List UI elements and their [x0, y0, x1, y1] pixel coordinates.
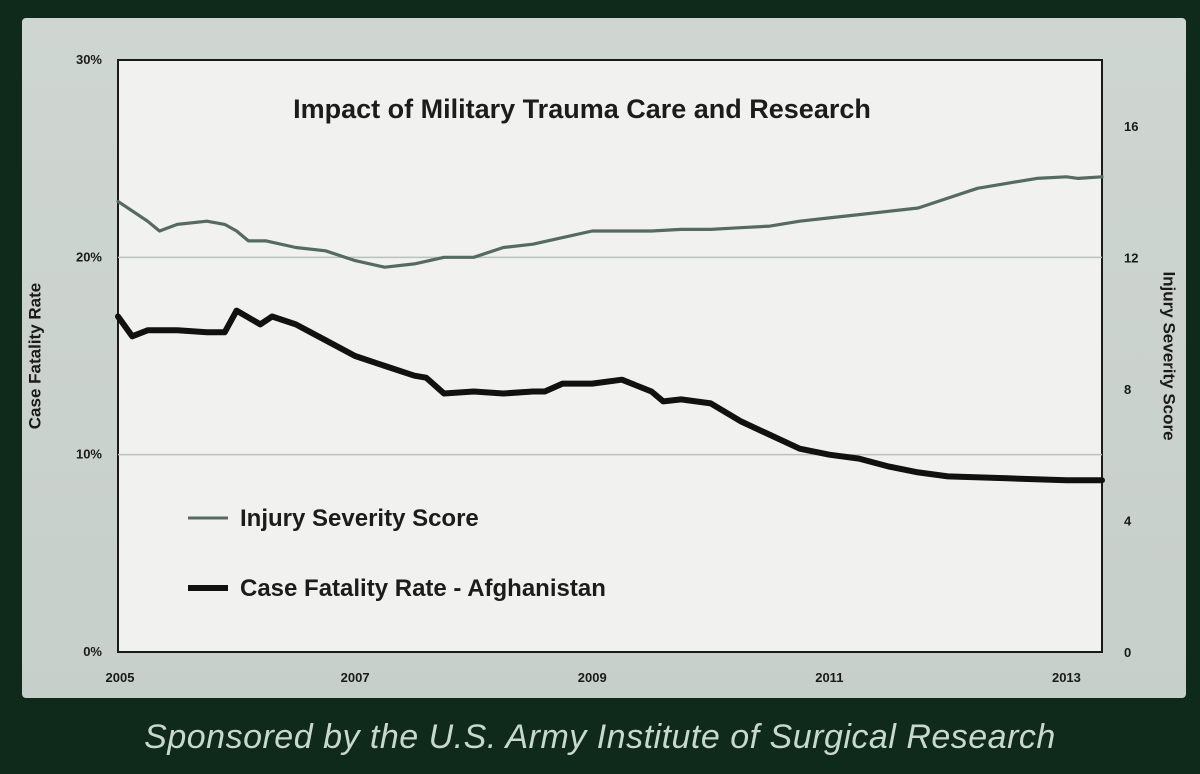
right-tick-label: 16 [1124, 119, 1138, 134]
legend-label-cfr: Case Fatality Rate - Afghanistan [240, 575, 606, 602]
right-tick-label: 4 [1124, 513, 1132, 528]
x-tick-label: 2009 [578, 670, 607, 685]
x-tick-label: 2005 [106, 670, 135, 685]
x-tick-label: 2011 [815, 670, 843, 685]
line-chart: 2005 2007 2009 2011 2013 0% 10% 20% 30% 0 4 8 12 16… [25, 52, 1179, 685]
right-tick-label: 12 [1124, 250, 1138, 265]
legend-label-iss: Injury Severity Score [240, 505, 479, 532]
left-tick-label: 10% [76, 447, 102, 462]
right-axis-ticks: 0 4 8 12 16 [1124, 119, 1138, 660]
series-line-case-fatality-rate [115, 307, 1105, 484]
left-axis-ticks: 0% 10% 20% 30% [76, 52, 102, 659]
x-axis-ticks: 2005 2007 2009 2011 2013 [106, 670, 1081, 685]
sponsor-footer: Sponsored by the U.S. Army Institute of … [144, 718, 1056, 756]
left-axis-label: Case Fatality Rate [25, 283, 44, 429]
series-line-injury-severity-score [116, 175, 1104, 269]
grid-lines [118, 256, 1102, 456]
right-axis-label: Injury Severity Score [1160, 271, 1179, 440]
left-tick-label: 0% [83, 644, 102, 659]
x-tick-label: 2013 [1052, 670, 1081, 685]
series-lines [115, 175, 1105, 484]
legend: Injury Severity Score Case Fatality Rate… [188, 505, 606, 602]
right-tick-label: 8 [1124, 382, 1131, 397]
plot-area [117, 59, 1103, 653]
right-tick-label: 0 [1124, 645, 1131, 660]
left-tick-label: 30% [76, 52, 102, 67]
x-tick-label: 2007 [341, 670, 370, 685]
left-tick-label: 20% [76, 249, 102, 264]
chart-title: Impact of Military Trauma Care and Resea… [293, 94, 871, 124]
chart-board: 2005 2007 2009 2011 2013 0% 10% 20% 30% 0 4 8 12 16… [22, 18, 1186, 698]
